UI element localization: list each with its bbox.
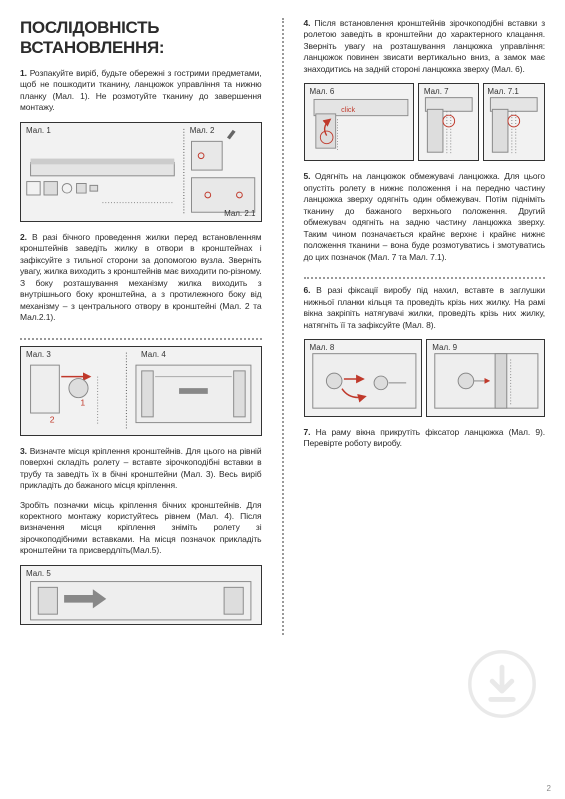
step-2: 2. В разі бічного проведення жилки перед… [20,232,262,324]
fig-label: Мал. 5 [26,569,51,578]
svg-text:1: 1 [80,397,85,407]
fig-label: Мал. 8 [310,343,335,352]
diagram-drill-icon [21,566,261,624]
step-4: 4. Після встановлення кронштейнів зірочк… [304,18,546,75]
step-3b: Зробіть позначки місць кріплення бічних … [20,500,262,557]
step-1: 1. Розпакуйте виріб, будьте обережні з г… [20,68,262,114]
figure-7-1: Мал. 7.1 [483,83,545,161]
fig-label: Мал. 9 [432,343,457,352]
figure-5: Мал. 5 [20,565,262,625]
column-divider [282,18,284,635]
page-number: 2 [547,784,551,793]
fig-label: Мал. 4 [141,350,166,359]
figure-1: Мал. 1 Мал. 2 Мал. 2.1 [20,122,262,222]
step-5: 5. Одягніть на ланцюжок обмежувачі ланцю… [304,171,546,263]
svg-text:2: 2 [50,414,55,424]
section-divider [20,338,262,340]
figure-7: Мал. 7 [418,83,480,161]
step-7: 7. На раму вікна прикрутіть фіксатор лан… [304,427,546,450]
figure-9: Мал. 9 [426,339,545,417]
fig-label: Мал. 2 [190,126,215,135]
fig-label: Мал. 6 [310,87,335,96]
fig-label: Мал. 7 [424,87,449,96]
page-title: ПОСЛІДОВНІСТЬ ВСТАНОВЛЕННЯ: [20,18,262,58]
fig-label: Мал. 2.1 [224,209,255,218]
fig-label: Мал. 1 [26,126,51,135]
watermark-icon [467,649,537,719]
fig-label: Мал. 3 [26,350,51,359]
section-divider [304,277,546,279]
svg-text:click: click [341,105,355,114]
diagram-unpack-icon [21,123,261,221]
step-3: 3. Визначте місця кріплення кронштейнів.… [20,446,262,492]
fig-label: Мал. 7.1 [487,87,518,96]
figure-3-4: Мал. 3 Мал. 4 2 1 [20,346,262,436]
figure-6: Мал. 6 click [304,83,414,161]
diagram-bracket-icon: 2 1 [21,347,261,435]
step-6: 6. В разі фіксації виробу під нахил, вст… [304,285,546,331]
figure-8: Мал. 8 [304,339,423,417]
